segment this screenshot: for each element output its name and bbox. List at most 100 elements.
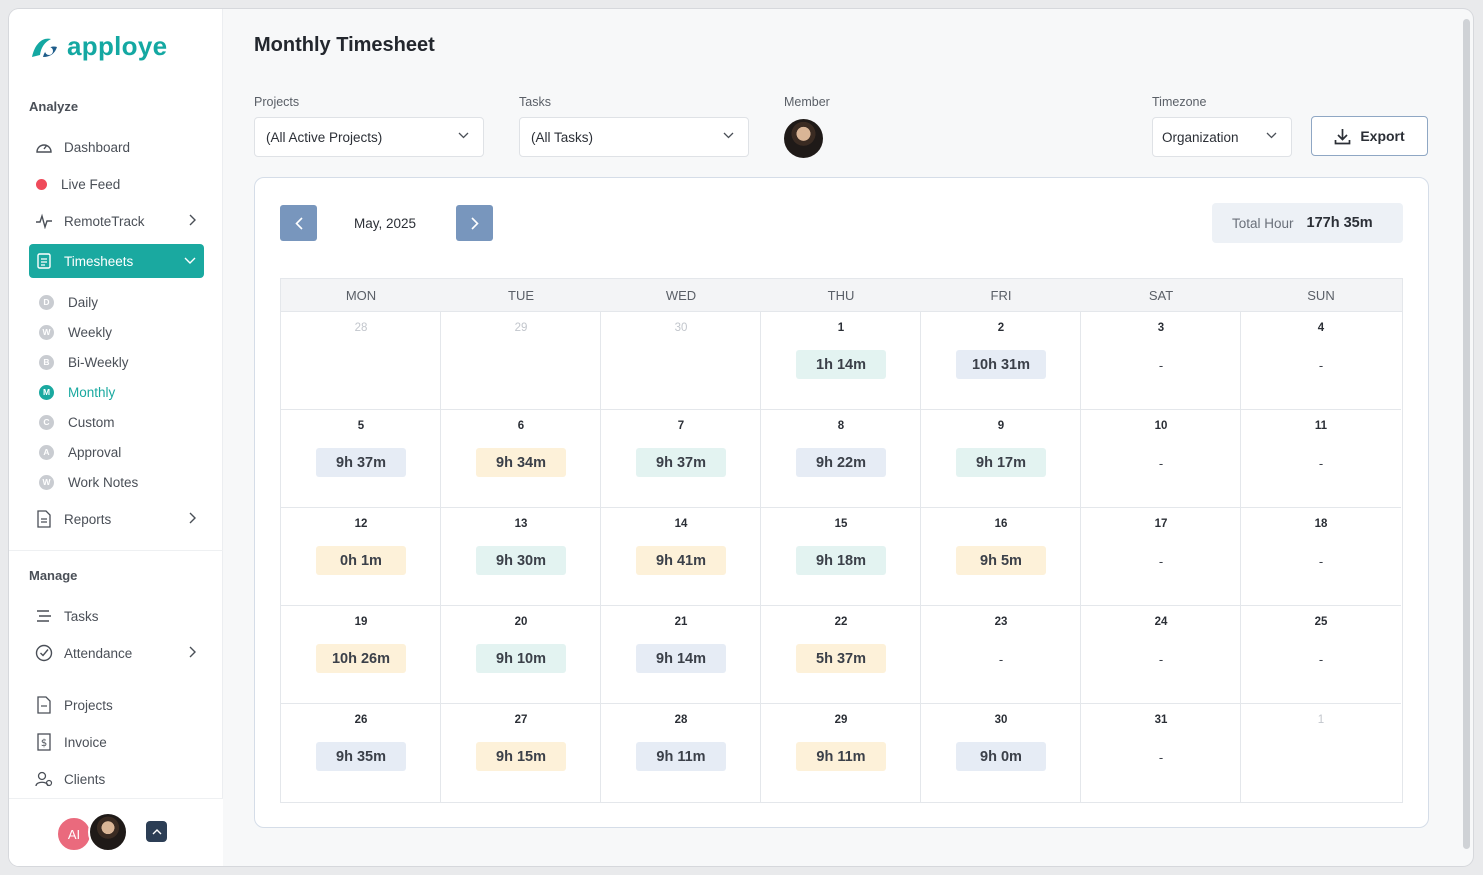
calendar-day-cell[interactable]: 30 — [601, 312, 761, 410]
sidebar-sub-work-notes[interactable]: W Work Notes — [39, 470, 138, 494]
collapse-button[interactable] — [146, 821, 167, 842]
calendar-day-cell[interactable]: 31 - — [1081, 704, 1241, 802]
sidebar-sub-monthly[interactable]: M Monthly — [39, 380, 115, 404]
calendar-day-cell[interactable]: 24 - — [1081, 606, 1241, 704]
sidebar-item-reports[interactable]: Reports — [29, 502, 204, 536]
sidebar-sub-daily[interactable]: D Daily — [39, 290, 98, 314]
calendar-day-cell[interactable]: 7 9h 37m — [601, 410, 761, 508]
letter-badge-icon: D — [39, 294, 54, 310]
sidebar-item-clients[interactable]: Clients — [29, 762, 204, 796]
calendar-day-cell[interactable]: 3- — [1081, 312, 1241, 410]
sidebar-item-timesheets[interactable]: Timesheets — [29, 244, 204, 278]
member-label: Member — [784, 95, 830, 109]
calendar-day-cell[interactable]: 12 0h 1m — [281, 508, 441, 606]
calendar-day-cell[interactable]: 4- — [1241, 312, 1401, 410]
projects-select[interactable]: (All Active Projects) — [254, 117, 484, 157]
sidebar-sub-weekly[interactable]: W Weekly — [39, 320, 112, 344]
calendar-day-cell[interactable]: 22 5h 37m — [761, 606, 921, 704]
calendar-day-cell[interactable]: 29 9h 11m — [761, 704, 921, 802]
calendar-day-cell[interactable]: 13 9h 30m — [441, 508, 601, 606]
calendar-day-cell[interactable]: 20 9h 10m — [441, 606, 601, 704]
sidebar-sub-approval[interactable]: A Approval — [39, 440, 121, 464]
sidebar-item-live-feed[interactable]: Live Feed — [29, 167, 204, 201]
user-avatar-photo[interactable] — [88, 812, 128, 852]
avatar[interactable]: AI — [56, 816, 92, 852]
day-number: 28 — [354, 322, 368, 334]
calendar-day-cell[interactable]: 18 - — [1241, 508, 1401, 606]
next-month-button[interactable] — [456, 205, 493, 241]
calendar-day-cell[interactable]: 28 — [281, 312, 441, 410]
letter-badge-icon: M — [39, 384, 54, 400]
day-number: 15 — [834, 518, 848, 530]
hours-pill: 9h 10m — [476, 644, 566, 673]
report-icon — [35, 510, 53, 528]
hours-pill: 9h 5m — [956, 546, 1046, 575]
calendar-day-cell[interactable]: 14 9h 41m — [601, 508, 761, 606]
total-hour-value: 177h 35m — [1306, 215, 1373, 231]
calendar-day-cell[interactable]: 2 10h 31m — [921, 312, 1081, 410]
tasks-select[interactable]: (All Tasks) — [519, 117, 749, 157]
day-number: 9 — [997, 420, 1005, 432]
sidebar-item-tasks[interactable]: Tasks — [29, 599, 204, 633]
calendar-day-cell[interactable]: 28 9h 11m — [601, 704, 761, 802]
day-number: 19 — [354, 616, 368, 628]
calendar-day-cell[interactable]: 19 10h 26m — [281, 606, 441, 704]
no-hours-dash: - — [1158, 456, 1164, 471]
calendar-day-cell[interactable]: 27 9h 15m — [441, 704, 601, 802]
letter-badge-icon: A — [39, 444, 54, 460]
member-avatar[interactable] — [784, 119, 823, 158]
calendar-day-cell[interactable]: 5 9h 37m — [281, 410, 441, 508]
sub-item-label: Monthly — [68, 384, 116, 400]
calendar-day-cell[interactable]: 1 — [1241, 704, 1401, 802]
sub-item-label: Weekly — [68, 324, 113, 340]
calendar-day-cell[interactable]: 23 - — [921, 606, 1081, 704]
section-analyze: Analyze — [29, 99, 79, 114]
day-number: 30 — [674, 322, 688, 334]
timezone-select[interactable]: Organization — [1152, 117, 1292, 157]
sidebar-item-remotetrack[interactable]: RemoteTrack — [29, 204, 204, 238]
day-number: 4 — [1317, 322, 1325, 334]
sidebar-item-projects[interactable]: Projects — [29, 688, 204, 722]
logo[interactable]: apploye — [29, 31, 167, 62]
calendar-day-cell[interactable]: 8 9h 22m — [761, 410, 921, 508]
calendar-day-cell[interactable]: 6 9h 34m — [441, 410, 601, 508]
chevron-down-icon — [723, 132, 734, 139]
sidebar-item-label: Clients — [64, 771, 106, 787]
projects-icon — [35, 696, 53, 714]
prev-month-button[interactable] — [280, 205, 317, 241]
timezone-select-value: Organization — [1162, 129, 1239, 145]
sidebar-item-attendance[interactable]: Attendance — [29, 636, 204, 670]
calendar-day-cell[interactable]: 15 9h 18m — [761, 508, 921, 606]
sidebar-item-dashboard[interactable]: Dashboard — [29, 130, 204, 164]
calendar-card: May, 2025 Total Hour 177h 35m MON TUE WED T… — [254, 177, 1429, 828]
hours-pill: 9h 0m — [956, 742, 1046, 771]
scrollbar[interactable] — [1463, 19, 1470, 849]
sidebar-sub-bi-weekly[interactable]: B Bi-Weekly — [39, 350, 129, 374]
day-number: 12 — [354, 518, 368, 530]
calendar-day-cell[interactable]: 29 — [441, 312, 601, 410]
sidebar-item-invoice[interactable]: $ Invoice — [29, 725, 204, 759]
calendar-day-cell[interactable]: 1 1h 14m — [761, 312, 921, 410]
app-window: apploye Analyze Dashboard Live Feed Remo… — [9, 9, 1473, 866]
calendar-day-cell[interactable]: 9 9h 17m — [921, 410, 1081, 508]
letter-badge-icon: W — [39, 474, 54, 490]
calendar-day-cell[interactable]: 25 - — [1241, 606, 1401, 704]
chevron-down-icon — [1266, 132, 1277, 139]
no-hours-dash: - — [1158, 750, 1164, 765]
calendar-day-cell[interactable]: 17 - — [1081, 508, 1241, 606]
day-number: 5 — [357, 420, 365, 432]
day-number: 29 — [514, 322, 528, 334]
no-hours-dash: - — [1318, 456, 1324, 471]
calendar-day-cell[interactable]: 11 - — [1241, 410, 1401, 508]
activity-icon — [35, 212, 53, 230]
calendar-day-cell[interactable]: 10 - — [1081, 410, 1241, 508]
apploye-logo-icon — [32, 38, 57, 57]
calendar-day-cell[interactable]: 16 9h 5m — [921, 508, 1081, 606]
calendar-day-cell[interactable]: 26 9h 35m — [281, 704, 441, 802]
total-hour-box: Total Hour 177h 35m — [1212, 203, 1403, 243]
chevron-left-icon — [294, 216, 303, 230]
sidebar-sub-custom[interactable]: C Custom — [39, 410, 115, 434]
export-button[interactable]: Export — [1311, 116, 1428, 156]
calendar-day-cell[interactable]: 21 9h 14m — [601, 606, 761, 704]
calendar-day-cell[interactable]: 30 9h 0m — [921, 704, 1081, 802]
